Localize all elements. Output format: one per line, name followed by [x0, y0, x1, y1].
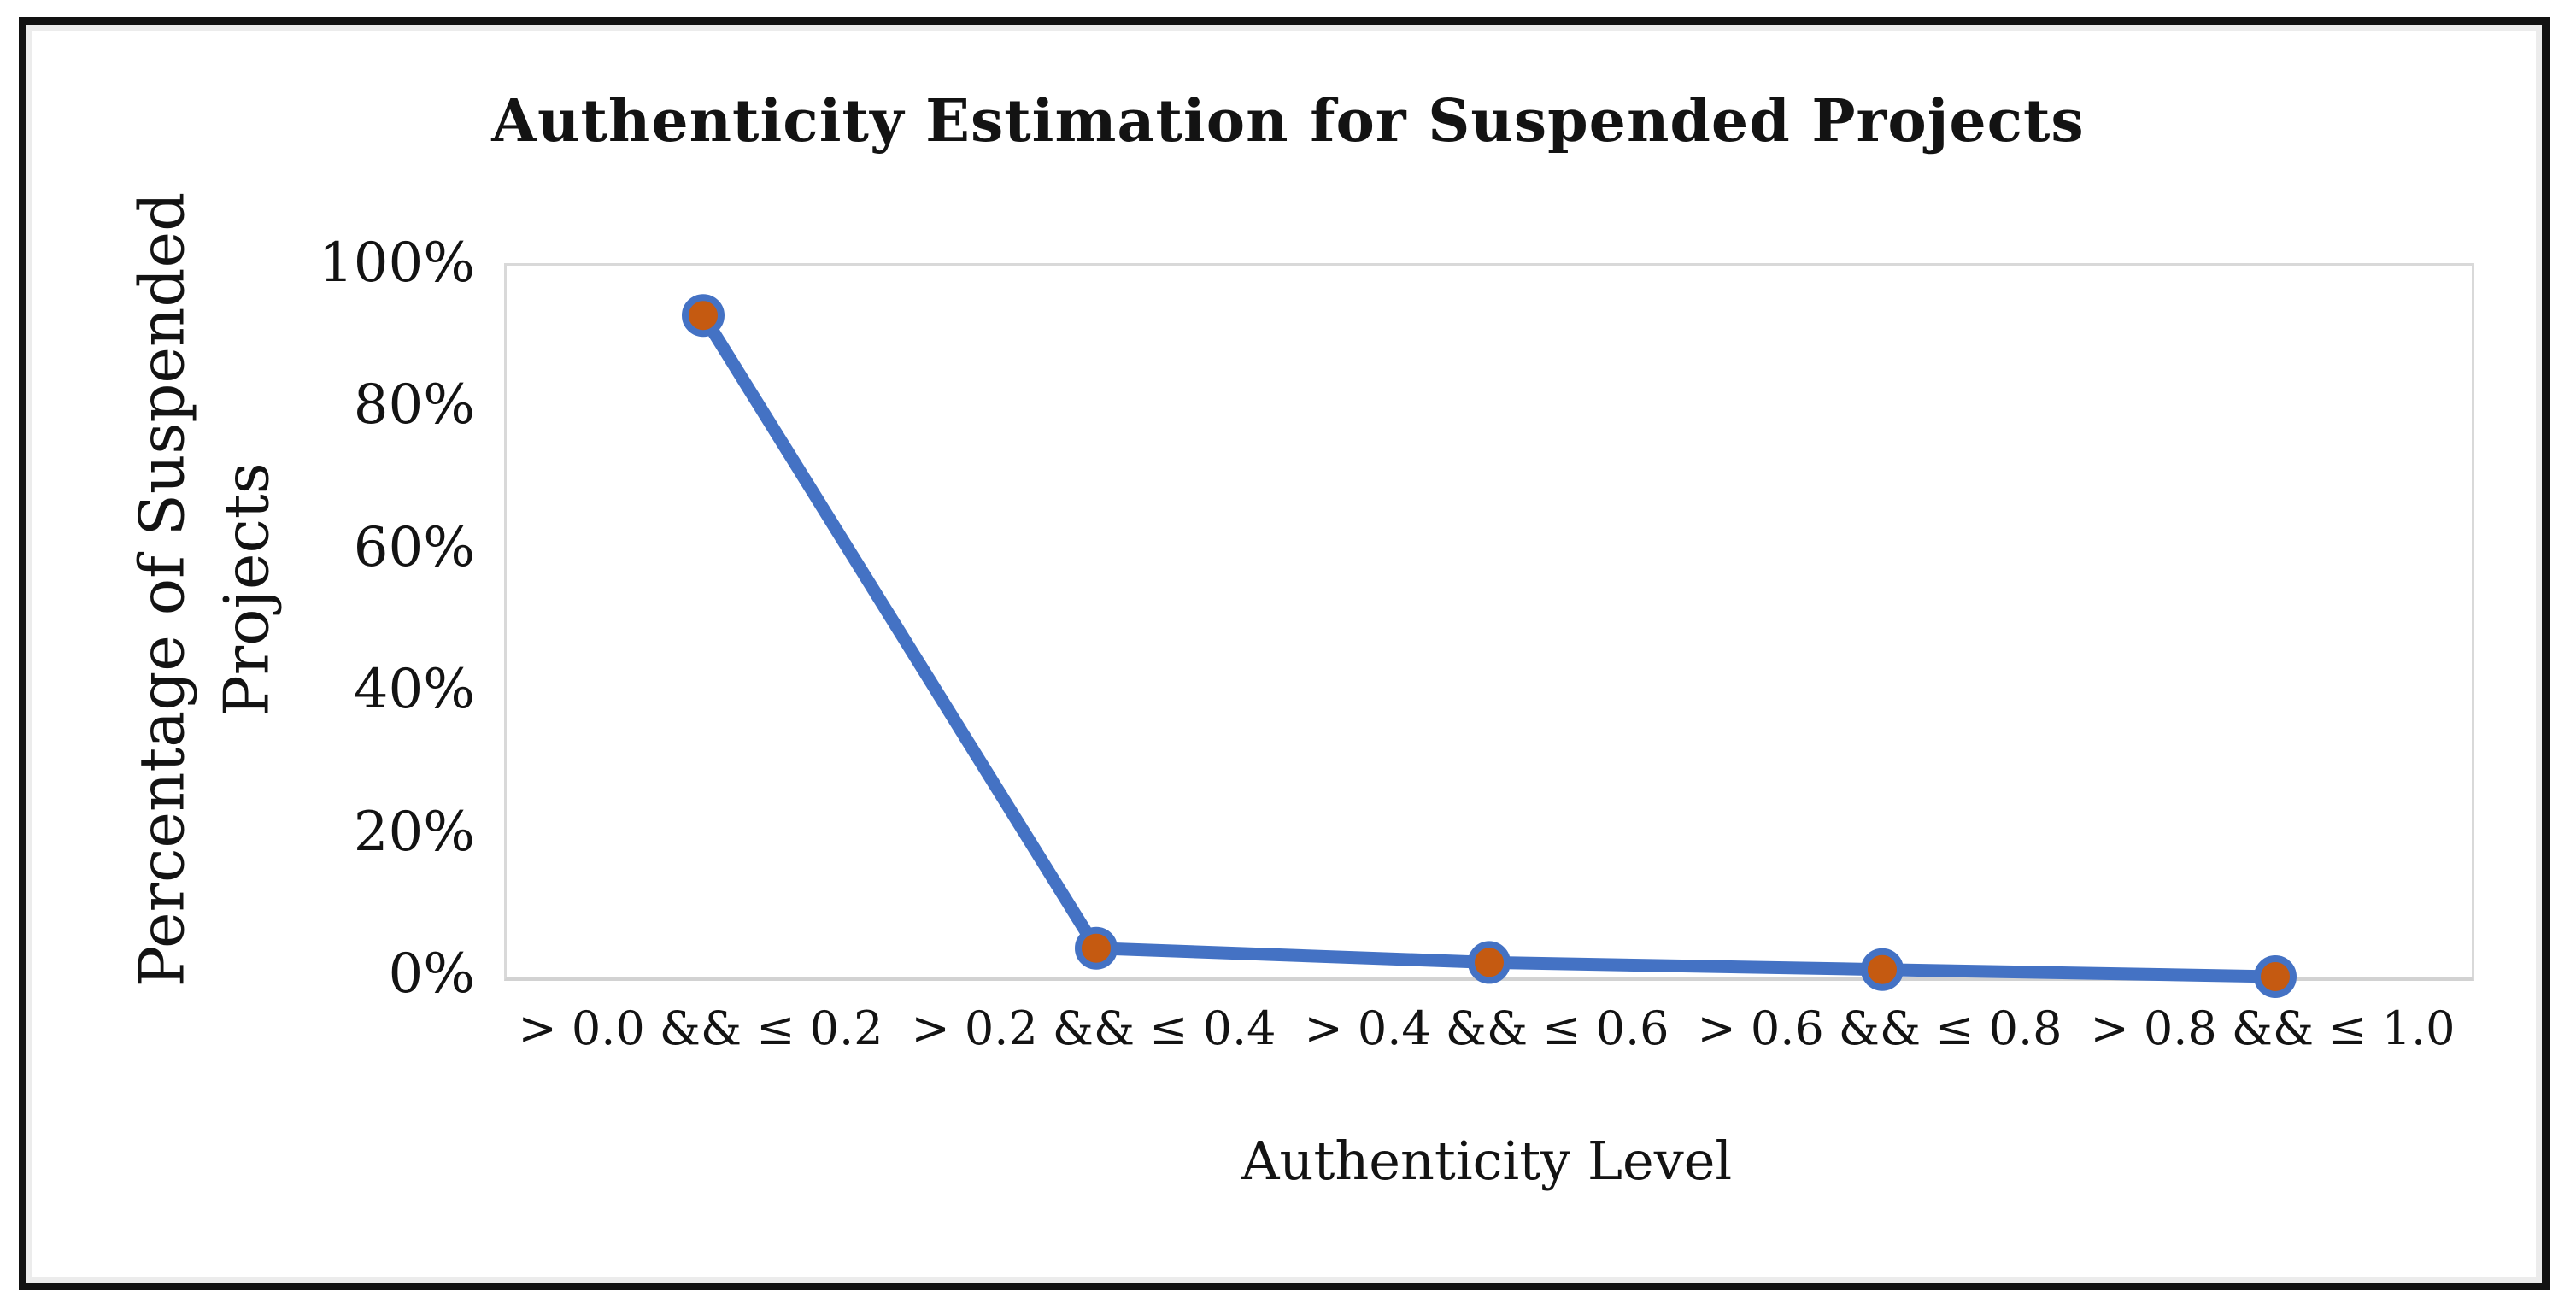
data-point-marker: [2254, 955, 2297, 998]
y-tick-label: 60%: [353, 515, 475, 579]
x-category-label: > 0.0 && ≤ 0.2: [518, 1001, 883, 1055]
data-point-marker: [1861, 948, 1904, 991]
y-tick-label: 0%: [388, 942, 475, 1006]
line-chart-svg: [682, 294, 2297, 998]
chart-title: Authenticity Estimation for Suspended Pr…: [491, 87, 2085, 156]
y-tick-label: 80%: [353, 373, 475, 437]
plot-area: [504, 263, 2474, 998]
data-point-marker: [1075, 926, 1118, 970]
x-category-label: > 0.8 && ≤ 1.0: [2090, 1001, 2456, 1055]
y-axis-title-line2: Projects: [211, 462, 283, 717]
y-tick-label: 20%: [353, 800, 475, 864]
data-series-line: [696, 308, 2282, 983]
data-point-marker: [1468, 941, 1511, 984]
y-tick-label: 40%: [353, 658, 475, 722]
y-axis-title-line1: Percentage of Suspended: [126, 191, 198, 988]
x-axis-title: Authenticity Level: [1241, 1130, 1733, 1192]
data-point-marker: [682, 294, 725, 338]
y-tick-label: 100%: [319, 232, 475, 295]
y-axis-title: Percentage of Suspended Projects: [120, 192, 290, 987]
x-category-label: > 0.6 && ≤ 0.8: [1697, 1001, 2063, 1055]
x-category-label: > 0.4 && ≤ 0.6: [1304, 1001, 1669, 1055]
x-category-label: > 0.2 && ≤ 0.4: [911, 1001, 1276, 1055]
